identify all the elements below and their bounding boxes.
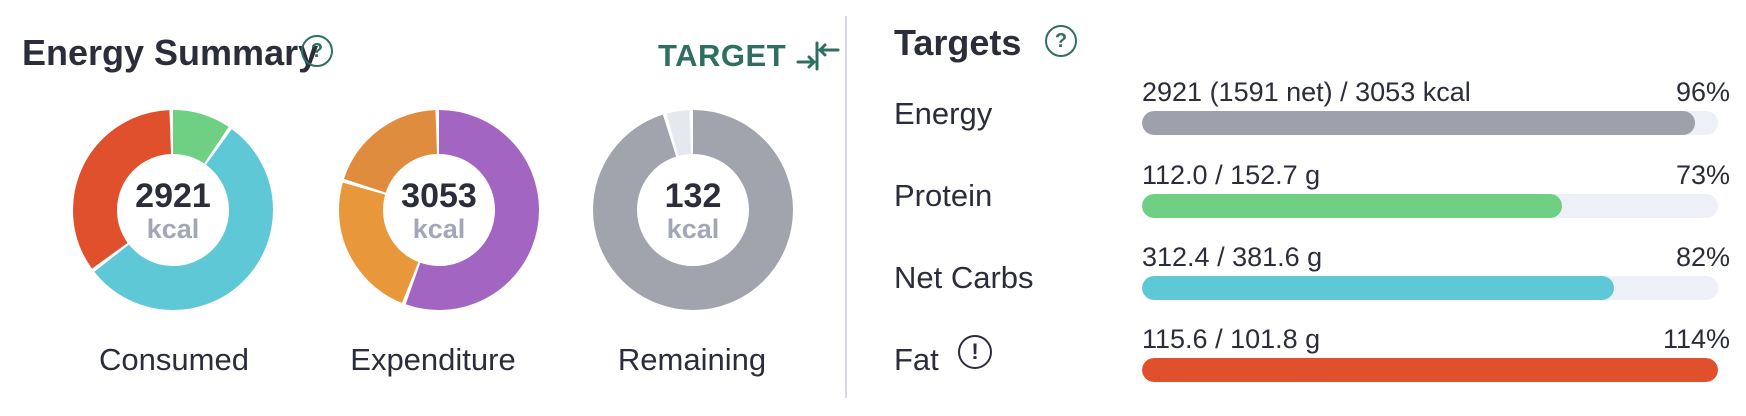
consumed-value: 2921 bbox=[135, 177, 211, 215]
exclamation-circle-icon[interactable]: ! bbox=[958, 335, 992, 369]
target-value-fat: 115.6 / 101.8 g bbox=[1142, 324, 1321, 354]
target-bar-fill-protein bbox=[1142, 194, 1563, 218]
targets-title: Targets bbox=[894, 22, 1022, 63]
consumed-segment-0 bbox=[73, 110, 273, 310]
target-label-fat: Fat bbox=[894, 342, 939, 377]
target-bar-fill-energy bbox=[1142, 111, 1695, 135]
consumed-segment-1 bbox=[73, 110, 273, 310]
consumed-donut[interactable]: 2921 kcal bbox=[73, 110, 273, 310]
consumed-donut-chart bbox=[73, 110, 273, 310]
target-value-net-carbs: 312.4 / 381.6 g bbox=[1142, 242, 1323, 272]
target-bar-net-carbs[interactable] bbox=[1142, 276, 1718, 300]
expenditure-segment-0 bbox=[339, 110, 539, 310]
remaining-unit: kcal bbox=[666, 214, 720, 244]
remaining-caption: Remaining bbox=[617, 342, 767, 377]
question-circle-icon[interactable]: ? bbox=[301, 35, 333, 67]
targets-panel: Targets ? Energy 2921 (1591 net) / 3053 … bbox=[848, 0, 1746, 416]
remaining-donut-chart bbox=[593, 110, 793, 310]
target-bar-fill-fat bbox=[1142, 358, 1718, 382]
panel-divider bbox=[845, 16, 847, 398]
target-percent-protein: 73% bbox=[1675, 160, 1730, 190]
remaining-donut[interactable]: 132 kcal bbox=[593, 110, 793, 310]
expenditure-donut-chart bbox=[339, 110, 539, 310]
question-circle-icon[interactable]: ? bbox=[1045, 25, 1077, 57]
energy-summary-panel: Energy Summary ? TARGET 2921 kcal Consum… bbox=[0, 0, 845, 416]
target-label-energy: Energy bbox=[894, 96, 993, 131]
target-percent-net-carbs: 82% bbox=[1675, 242, 1730, 272]
target-bar-protein[interactable] bbox=[1142, 194, 1718, 218]
target-bar-fat[interactable] bbox=[1142, 358, 1718, 382]
target-label-net-carbs: Net Carbs bbox=[894, 260, 1034, 295]
target-value-protein: 112.0 / 152.7 g bbox=[1142, 160, 1321, 190]
target-percent-energy: 96% bbox=[1675, 77, 1730, 107]
remaining-segment-0 bbox=[593, 110, 793, 310]
arrows-in-icon bbox=[796, 41, 840, 71]
expenditure-value: 3053 bbox=[401, 177, 477, 215]
consumed-segment-2 bbox=[73, 110, 273, 310]
remaining-value: 132 bbox=[664, 177, 722, 215]
expenditure-caption: Expenditure bbox=[350, 342, 516, 377]
target-percent-fat: 114% bbox=[1662, 324, 1730, 354]
consumed-caption: Consumed bbox=[99, 342, 249, 377]
energy-summary-title: Energy Summary bbox=[22, 32, 319, 73]
target-button-label: TARGET bbox=[658, 38, 787, 73]
target-button[interactable]: TARGET bbox=[658, 38, 840, 74]
expenditure-unit: kcal bbox=[412, 214, 466, 244]
target-label-protein: Protein bbox=[894, 178, 993, 213]
expenditure-segment-1 bbox=[339, 110, 539, 310]
expenditure-donut[interactable]: 3053 kcal bbox=[339, 110, 539, 310]
target-value-energy: 2921 (1591 net) / 3053 kcal bbox=[1142, 77, 1471, 107]
target-bar-fill-net-carbs bbox=[1142, 276, 1615, 300]
target-bar-energy[interactable] bbox=[1142, 111, 1718, 135]
consumed-unit: kcal bbox=[146, 214, 200, 244]
